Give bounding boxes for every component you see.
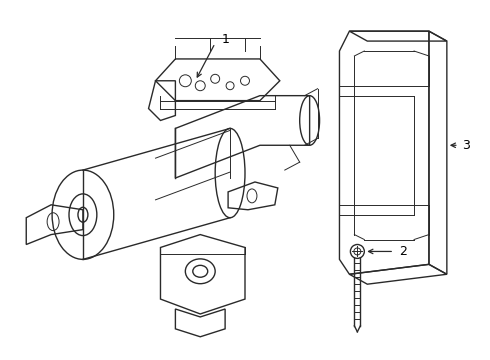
- Text: 1: 1: [222, 33, 230, 46]
- Text: 3: 3: [462, 139, 469, 152]
- Text: 2: 2: [399, 245, 407, 258]
